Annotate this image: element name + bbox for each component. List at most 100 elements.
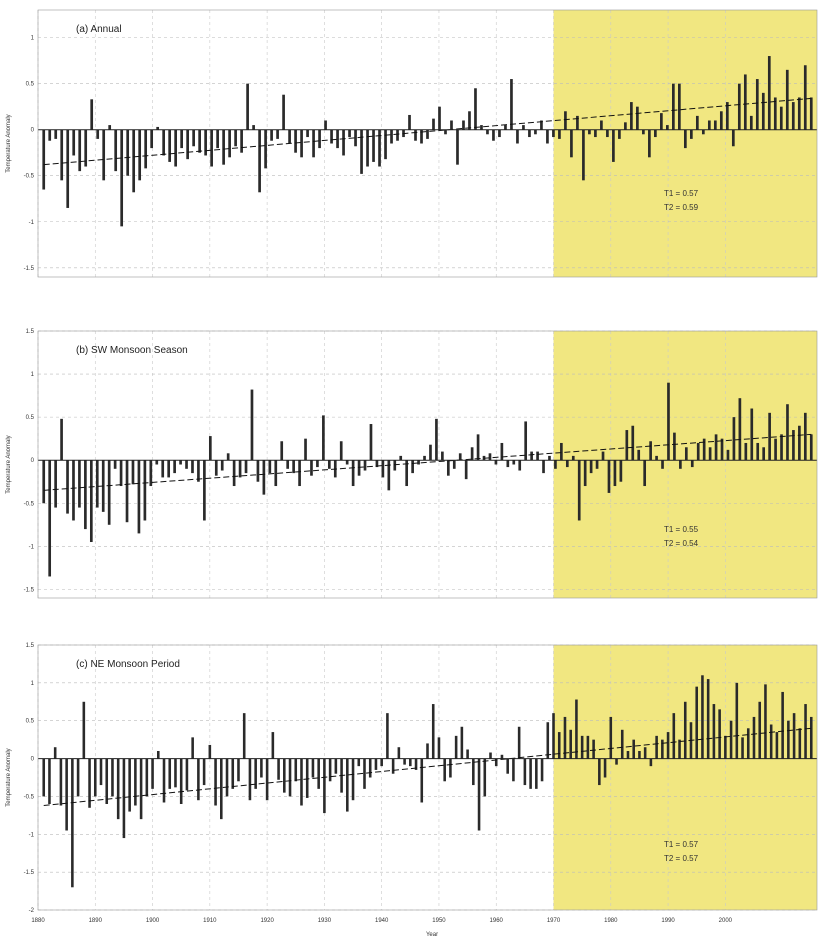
anomaly-bar bbox=[292, 460, 295, 474]
anomaly-bar bbox=[498, 129, 501, 138]
anomaly-bar bbox=[601, 451, 605, 461]
anomaly-bar bbox=[575, 699, 578, 759]
anomaly-bar bbox=[494, 460, 498, 465]
anomaly-bar bbox=[486, 129, 489, 135]
anomaly-bar bbox=[72, 460, 75, 521]
anomaly-bar bbox=[271, 732, 275, 759]
anomaly-bar bbox=[72, 129, 76, 156]
anomaly-bar bbox=[185, 758, 189, 791]
anomaly-bar bbox=[300, 129, 303, 158]
x-tick-label: 1880 bbox=[31, 918, 45, 924]
anomaly-bar bbox=[489, 752, 492, 759]
anomaly-bar bbox=[773, 97, 777, 130]
anomaly-bar bbox=[156, 126, 160, 130]
anomaly-bar bbox=[660, 113, 663, 130]
anomaly-bar bbox=[342, 129, 345, 156]
anomaly-bar bbox=[220, 460, 224, 471]
plot-border bbox=[37, 330, 818, 599]
anomaly-bar bbox=[108, 125, 112, 130]
anomaly-bar bbox=[203, 460, 206, 521]
anomaly-bar bbox=[625, 430, 629, 461]
trend-line bbox=[43, 97, 812, 166]
anomaly-bar bbox=[351, 758, 355, 801]
anomaly-bar bbox=[113, 460, 117, 469]
anomaly-bar bbox=[534, 129, 537, 135]
anomaly-bar bbox=[280, 441, 284, 461]
anomaly-bar bbox=[661, 739, 664, 759]
anomaly-bar bbox=[298, 460, 301, 487]
anomaly-bar bbox=[310, 460, 313, 476]
anomaly-bar bbox=[186, 129, 189, 160]
y-tick-label: 1.5 bbox=[26, 643, 35, 649]
anomaly-bar bbox=[144, 129, 148, 169]
anomaly-bar bbox=[720, 438, 724, 461]
anomaly-bar bbox=[683, 129, 687, 149]
anomaly-bar bbox=[323, 758, 326, 814]
anomaly-bar bbox=[460, 726, 464, 759]
anomaly-bar bbox=[242, 713, 246, 759]
anomaly-bar bbox=[695, 115, 699, 130]
anomaly-bar bbox=[560, 442, 563, 461]
anomaly-bar bbox=[268, 460, 272, 474]
anomaly-bar bbox=[414, 129, 417, 141]
y-tick-label: -2 bbox=[29, 908, 35, 914]
anomaly-bar bbox=[417, 460, 420, 465]
anomaly-bar bbox=[346, 758, 349, 812]
anomaly-bar bbox=[260, 758, 263, 778]
anomaly-bar bbox=[237, 758, 240, 782]
anomaly-bar bbox=[570, 129, 573, 158]
anomaly-bar bbox=[351, 460, 355, 487]
anomaly-bar bbox=[666, 732, 670, 759]
anomaly-bar bbox=[409, 758, 412, 767]
anomaly-bar bbox=[613, 460, 617, 487]
anomaly-bar bbox=[66, 460, 69, 514]
anomaly-bar bbox=[500, 442, 504, 461]
anomaly-bar bbox=[78, 129, 82, 172]
anomaly-bar bbox=[366, 129, 369, 167]
anomaly-bar bbox=[546, 722, 550, 759]
anomaly-bar bbox=[180, 129, 183, 149]
anomaly-bar bbox=[265, 758, 269, 801]
anomaly-bar bbox=[386, 713, 389, 759]
anomaly-bar bbox=[797, 97, 801, 130]
anomaly-bar bbox=[804, 704, 807, 759]
anomaly-bar bbox=[322, 415, 325, 461]
anomaly-bar bbox=[378, 129, 381, 167]
anomaly-bar bbox=[752, 716, 756, 759]
anomaly-bar bbox=[252, 125, 255, 130]
y-tick-label: 0.5 bbox=[26, 719, 35, 725]
anomaly-bar bbox=[787, 720, 790, 759]
anomaly-bar bbox=[414, 758, 418, 770]
anomaly-bar bbox=[327, 460, 331, 469]
highlight-region bbox=[553, 645, 817, 910]
anomaly-bar bbox=[758, 701, 762, 759]
anomaly-bar bbox=[535, 758, 538, 789]
anomaly-bar bbox=[761, 92, 765, 130]
anomaly-bar bbox=[732, 417, 736, 461]
trend-stat-t2: T2 = 0.54 bbox=[664, 539, 699, 548]
x-tick-label: 1900 bbox=[146, 918, 160, 924]
anomaly-bar bbox=[316, 460, 319, 468]
y-tick-label: -1 bbox=[29, 832, 35, 838]
anomaly-bar bbox=[111, 758, 114, 797]
y-tick-label: -0.5 bbox=[24, 501, 35, 507]
anomaly-bar bbox=[648, 129, 651, 158]
anomaly-bar bbox=[156, 751, 160, 759]
anomaly-bar bbox=[328, 758, 332, 782]
anomaly-bar bbox=[204, 129, 207, 156]
y-tick-label: 0.5 bbox=[26, 415, 35, 421]
anomaly-bar bbox=[504, 125, 507, 130]
panel-title: (c) NE Monsoon Period bbox=[76, 659, 180, 670]
trend-stat-t2: T2 = 0.57 bbox=[664, 854, 699, 863]
anomaly-bar bbox=[672, 83, 675, 130]
anomaly-bar bbox=[95, 460, 99, 508]
anomaly-bar bbox=[638, 751, 641, 759]
anomaly-bar bbox=[270, 129, 273, 141]
anomaly-bar bbox=[443, 758, 446, 782]
anomaly-bar bbox=[767, 56, 771, 130]
anomaly-bar bbox=[563, 716, 567, 759]
anomaly-bar bbox=[598, 758, 601, 786]
anomaly-bar bbox=[277, 758, 280, 780]
anomaly-bar bbox=[423, 455, 426, 461]
anomaly-bar bbox=[431, 704, 435, 759]
